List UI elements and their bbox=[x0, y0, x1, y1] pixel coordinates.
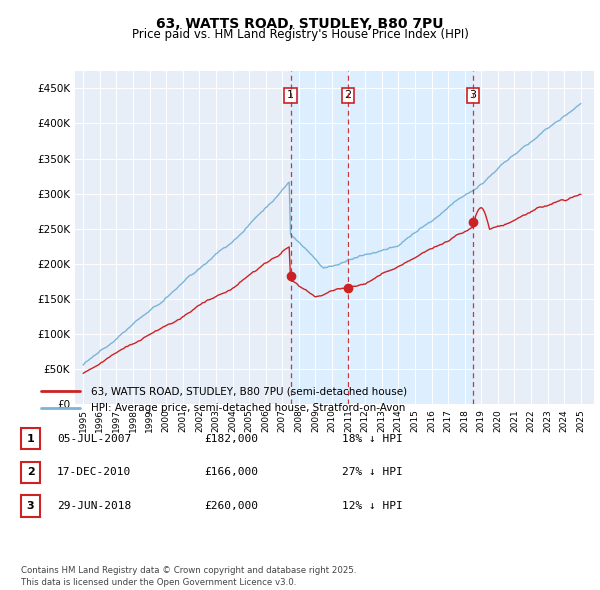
Text: 12% ↓ HPI: 12% ↓ HPI bbox=[342, 501, 403, 511]
Text: 63, WATTS ROAD, STUDLEY, B80 7PU (semi-detached house): 63, WATTS ROAD, STUDLEY, B80 7PU (semi-d… bbox=[91, 386, 407, 396]
Text: 1: 1 bbox=[27, 434, 34, 444]
Text: £166,000: £166,000 bbox=[204, 467, 258, 477]
Text: 2: 2 bbox=[344, 90, 352, 100]
Text: 3: 3 bbox=[27, 501, 34, 511]
Text: Contains HM Land Registry data © Crown copyright and database right 2025.
This d: Contains HM Land Registry data © Crown c… bbox=[21, 566, 356, 587]
Text: 18% ↓ HPI: 18% ↓ HPI bbox=[342, 434, 403, 444]
Text: 17-DEC-2010: 17-DEC-2010 bbox=[57, 467, 131, 477]
Text: £182,000: £182,000 bbox=[204, 434, 258, 444]
Text: 1: 1 bbox=[287, 90, 294, 100]
Text: 3: 3 bbox=[469, 90, 476, 100]
Text: £260,000: £260,000 bbox=[204, 501, 258, 511]
Text: HPI: Average price, semi-detached house, Stratford-on-Avon: HPI: Average price, semi-detached house,… bbox=[91, 404, 405, 414]
Bar bbox=[348, 71, 473, 404]
Text: 27% ↓ HPI: 27% ↓ HPI bbox=[342, 467, 403, 477]
Text: 05-JUL-2007: 05-JUL-2007 bbox=[57, 434, 131, 444]
Text: 29-JUN-2018: 29-JUN-2018 bbox=[57, 501, 131, 511]
Text: 2: 2 bbox=[27, 467, 34, 477]
Bar bbox=[291, 71, 348, 404]
Text: Price paid vs. HM Land Registry's House Price Index (HPI): Price paid vs. HM Land Registry's House … bbox=[131, 28, 469, 41]
Text: 63, WATTS ROAD, STUDLEY, B80 7PU: 63, WATTS ROAD, STUDLEY, B80 7PU bbox=[156, 17, 444, 31]
